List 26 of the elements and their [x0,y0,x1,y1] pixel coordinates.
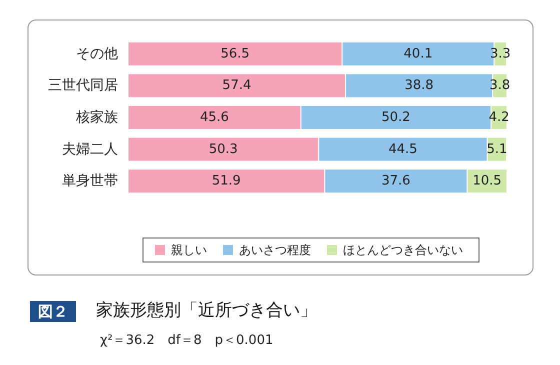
text: 家族形態別「近所づき合い」 [96,300,317,320]
data-label: 3.8 [489,78,510,94]
data-label: 57.4 [222,78,252,94]
y-tick-label: 夫婦二人 [62,141,118,158]
data-label: 50.3 [208,142,238,157]
y-tick-label: 単身世帯 [62,173,118,190]
caption: 図２ [38,302,68,320]
text: χ²＝36.2 df＝8 p＜0.001 [100,333,274,348]
data-label: 40.1 [404,46,433,62]
data-label: 37.6 [381,174,410,189]
data-label: 3.3 [490,46,511,62]
data-label: 50.2 [381,110,410,125]
legend-label: 親しい [171,243,207,257]
data-label: 44.5 [388,142,418,157]
y-tick-label: 核家族 [75,110,118,126]
data-label: 10.5 [472,174,502,189]
y-tick-label: 三世代同居 [48,78,118,94]
data-label: 51.9 [212,174,241,189]
legend-label: ほとんどつき合いない [343,243,463,257]
data-label: 4.2 [488,110,510,125]
data-label: 5.1 [486,142,508,157]
data-label: 45.6 [200,110,229,125]
data-label: 38.8 [404,78,434,94]
legend-label: あいさつ程度 [239,243,311,257]
y-tick-label: その他 [76,46,118,62]
data-label: 56.5 [220,46,250,62]
